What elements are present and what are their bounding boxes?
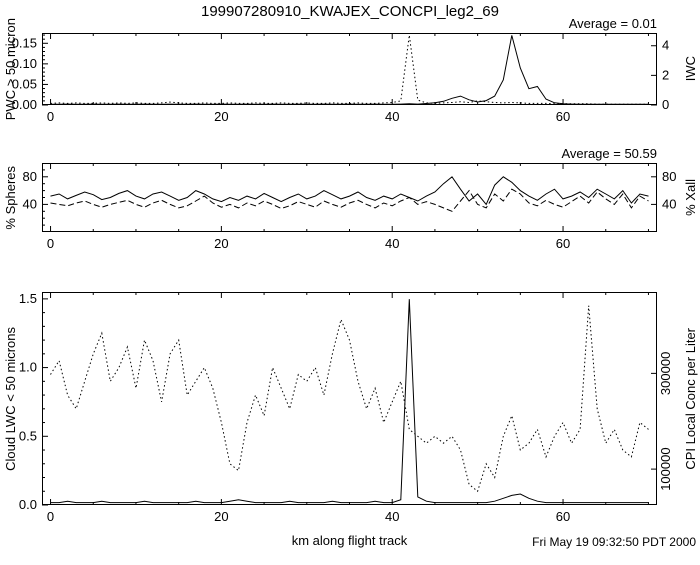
svg-text:60: 60 [556,236,570,251]
panel1-right-axis-title-text: IWC [682,56,698,82]
panel3-right-axis-title: CPI Local Conc per Liter [682,292,698,505]
svg-text:2: 2 [662,67,669,82]
plot-timestamp: Fri May 19 09:32:50 PDT 2000 [532,535,696,549]
spheres-xall-chart: 0 20 40 60 40 80 40 80 [23,163,676,251]
svg-text:40: 40 [385,109,399,124]
lwc-cpi-chart: 0 20 40 60 0.0 0.5 1.0 1.5 100000 300000 [19,291,673,524]
svg-text:40: 40 [385,509,399,524]
svg-text:0: 0 [47,236,54,251]
svg-text:100000: 100000 [658,447,673,490]
panel2-right-axis-title: % Xall [682,163,698,232]
svg-text:0.0: 0.0 [19,497,37,512]
pwc-iwc-chart: 0 20 40 60 0.00 0.05 0.10 0.15 0 2 4 [12,33,669,124]
svg-text:20: 20 [214,109,228,124]
x-axis-title: km along flight track [291,533,408,548]
svg-text:0.10: 0.10 [12,56,37,71]
svg-text:20: 20 [214,236,228,251]
svg-text:80: 80 [662,169,676,184]
svg-text:80: 80 [23,169,37,184]
svg-text:300000: 300000 [658,352,673,395]
svg-text:0: 0 [662,97,669,112]
svg-text:0: 0 [47,509,54,524]
svg-text:0: 0 [47,109,54,124]
svg-text:1.0: 1.0 [19,360,37,375]
svg-text:20: 20 [214,509,228,524]
panel2-left-axis-title-text: % Spheres [2,165,18,230]
svg-text:40: 40 [662,196,676,211]
panel2-right-axis-title-text: % Xall [682,179,698,216]
svg-text:0.00: 0.00 [12,97,37,112]
panel3-left-axis-title-text: Cloud LWC < 50 microns [2,326,18,471]
svg-text:60: 60 [556,109,570,124]
svg-text:40: 40 [23,196,37,211]
svg-text:0.05: 0.05 [12,76,37,91]
svg-text:4: 4 [662,38,669,53]
panel1-right-axis-title: IWC [682,33,698,105]
panel3-right-axis-title-text: CPI Local Conc per Liter [682,327,698,470]
svg-text:40: 40 [385,236,399,251]
panel2-average-annotation: Average = 50.59 [561,146,657,161]
plot-title: 199907280910_KWAJEX_CONCPI_leg2_69 [201,3,499,20]
panel3-left-axis-title: Cloud LWC < 50 microns [2,292,18,505]
svg-text:60: 60 [556,509,570,524]
panel2-left-axis-title: % Spheres [2,163,18,232]
svg-text:0.15: 0.15 [12,35,37,50]
panel1-average-annotation: Average = 0.01 [568,16,657,31]
svg-text:1.5: 1.5 [19,291,37,306]
svg-text:0.5: 0.5 [19,428,37,443]
